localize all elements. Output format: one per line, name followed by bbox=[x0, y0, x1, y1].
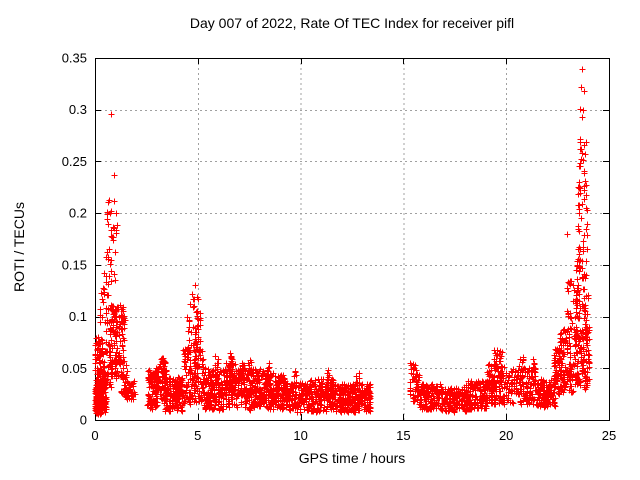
x-tick-label: 5 bbox=[194, 428, 201, 443]
y-tick-label: 0.2 bbox=[69, 206, 87, 221]
x-axis-label: GPS time / hours bbox=[298, 450, 406, 466]
x-tick-label: 0 bbox=[91, 428, 98, 443]
x-tick-label: 25 bbox=[602, 428, 616, 443]
x-tick-label: 20 bbox=[499, 428, 513, 443]
chart-title: Day 007 of 2022, Rate Of TEC Index for r… bbox=[189, 15, 515, 31]
y-tick-label: 0 bbox=[80, 413, 87, 428]
x-tick-label: 10 bbox=[293, 428, 307, 443]
axes-border bbox=[95, 58, 610, 421]
y-tick-label: 0.25 bbox=[62, 154, 87, 169]
scatter-points bbox=[92, 66, 593, 418]
tick-labels: 0 5 10 15 20 25 0 0.05 0.1 0.15 0.2 0.25 0.3 0.35 bbox=[62, 51, 617, 444]
tick-marks bbox=[95, 58, 610, 421]
y-tick-label: 0.15 bbox=[62, 257, 87, 272]
grid-lines bbox=[95, 58, 609, 420]
y-tick-label: 0.1 bbox=[69, 309, 87, 324]
x-tick-label: 15 bbox=[396, 428, 410, 443]
y-tick-label: 0.05 bbox=[62, 361, 87, 376]
y-tick-label: 0.35 bbox=[62, 51, 87, 66]
y-tick-label: 0.3 bbox=[69, 102, 87, 117]
